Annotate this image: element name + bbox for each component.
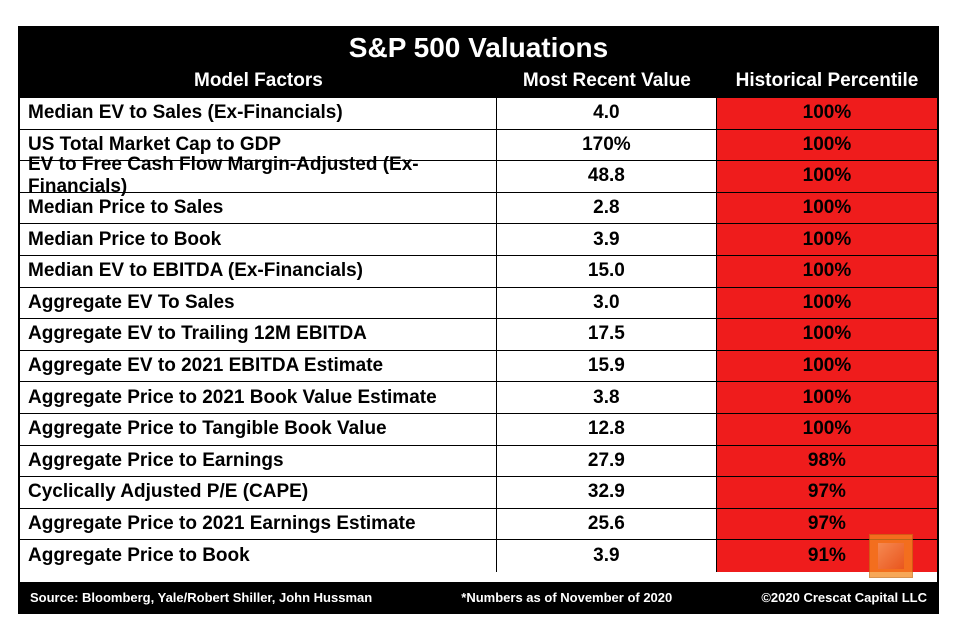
- cell-percentile: 100%: [717, 382, 937, 413]
- col-header-factors: Model Factors: [20, 70, 497, 92]
- valuation-table-frame: S&P 500 Valuations Model Factors Most Re…: [18, 26, 939, 614]
- cell-percentile: 100%: [717, 98, 937, 129]
- table-body: Median EV to Sales (Ex-Financials)4.0100…: [20, 98, 937, 582]
- column-headers: Model Factors Most Recent Value Historic…: [20, 68, 937, 98]
- table-row: Aggregate EV To Sales3.0100%: [20, 288, 937, 320]
- col-header-percentile: Historical Percentile: [717, 70, 937, 92]
- footer-source: Source: Bloomberg, Yale/Robert Shiller, …: [30, 590, 372, 605]
- cell-value: 15.0: [497, 256, 717, 287]
- cell-factor: Median Price to Sales: [20, 193, 497, 224]
- cell-percentile: 100%: [717, 256, 937, 287]
- table-row: Aggregate EV to 2021 EBITDA Estimate15.9…: [20, 351, 937, 383]
- cell-factor: EV to Free Cash Flow Margin-Adjusted (Ex…: [20, 161, 497, 192]
- cell-value: 3.0: [497, 288, 717, 319]
- table-row: Aggregate EV to Trailing 12M EBITDA17.51…: [20, 319, 937, 351]
- cell-value: 17.5: [497, 319, 717, 350]
- table-row: Cyclically Adjusted P/E (CAPE)32.997%: [20, 477, 937, 509]
- cell-percentile: 100%: [717, 161, 937, 192]
- cell-value: 3.9: [497, 540, 717, 572]
- cell-value: 3.8: [497, 382, 717, 413]
- table-row: Aggregate Price to Book3.991%: [20, 540, 937, 572]
- col-header-value: Most Recent Value: [497, 70, 717, 92]
- cell-percentile: 100%: [717, 288, 937, 319]
- cell-percentile: 100%: [717, 130, 937, 161]
- table-row: Median Price to Book3.9100%: [20, 224, 937, 256]
- cell-percentile: 98%: [717, 446, 937, 477]
- table-row: Aggregate Price to Tangible Book Value12…: [20, 414, 937, 446]
- footer-copyright: ©2020 Crescat Capital LLC: [761, 590, 927, 605]
- cell-value: 3.9: [497, 224, 717, 255]
- cell-factor: Aggregate EV to Trailing 12M EBITDA: [20, 319, 497, 350]
- cell-factor: Aggregate Price to 2021 Earnings Estimat…: [20, 509, 497, 540]
- cell-value: 170%: [497, 130, 717, 161]
- table-header: S&P 500 Valuations: [20, 28, 937, 68]
- cell-percentile: 100%: [717, 224, 937, 255]
- cell-factor: Median EV to Sales (Ex-Financials): [20, 98, 497, 129]
- table-row: Aggregate Price to Earnings27.998%: [20, 446, 937, 478]
- cell-value: 25.6: [497, 509, 717, 540]
- table-footer: Source: Bloomberg, Yale/Robert Shiller, …: [20, 582, 937, 612]
- table-row: Median EV to Sales (Ex-Financials)4.0100…: [20, 98, 937, 130]
- cell-factor: Aggregate Price to Tangible Book Value: [20, 414, 497, 445]
- cell-factor: Aggregate Price to 2021 Book Value Estim…: [20, 382, 497, 413]
- cell-percentile: 100%: [717, 193, 937, 224]
- cell-percentile: 100%: [717, 319, 937, 350]
- cell-factor: Aggregate Price to Book: [20, 540, 497, 572]
- table-row: Median Price to Sales2.8100%: [20, 193, 937, 225]
- table-row: EV to Free Cash Flow Margin-Adjusted (Ex…: [20, 161, 937, 193]
- cell-percentile: 100%: [717, 414, 937, 445]
- table-row: Aggregate Price to 2021 Book Value Estim…: [20, 382, 937, 414]
- cell-factor: Median EV to EBITDA (Ex-Financials): [20, 256, 497, 287]
- cell-factor: Cyclically Adjusted P/E (CAPE): [20, 477, 497, 508]
- cell-percentile: 100%: [717, 351, 937, 382]
- cell-value: 27.9: [497, 446, 717, 477]
- cell-factor: Median Price to Book: [20, 224, 497, 255]
- logo-watermark-icon: [869, 534, 913, 578]
- cell-value: 4.0: [497, 98, 717, 129]
- cell-value: 48.8: [497, 161, 717, 192]
- table-title: S&P 500 Valuations: [20, 32, 937, 64]
- footer-date-note: *Numbers as of November of 2020: [372, 590, 761, 605]
- cell-value: 15.9: [497, 351, 717, 382]
- table-row: Median EV to EBITDA (Ex-Financials)15.01…: [20, 256, 937, 288]
- cell-value: 32.9: [497, 477, 717, 508]
- cell-factor: Aggregate Price to Earnings: [20, 446, 497, 477]
- cell-factor: Aggregate EV to 2021 EBITDA Estimate: [20, 351, 497, 382]
- cell-value: 12.8: [497, 414, 717, 445]
- cell-value: 2.8: [497, 193, 717, 224]
- cell-percentile: 97%: [717, 477, 937, 508]
- table-row: Aggregate Price to 2021 Earnings Estimat…: [20, 509, 937, 541]
- cell-factor: Aggregate EV To Sales: [20, 288, 497, 319]
